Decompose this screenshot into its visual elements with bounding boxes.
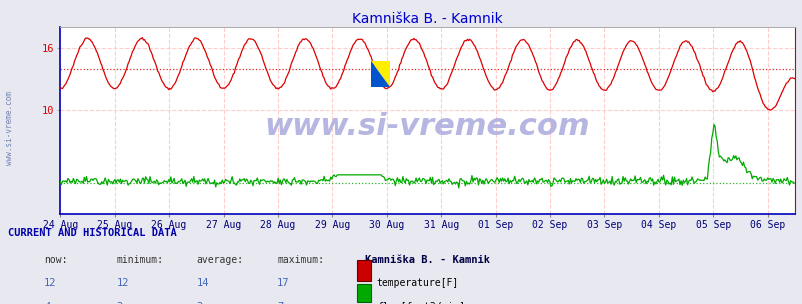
Text: 12: 12 xyxy=(44,278,57,288)
Text: average:: average: xyxy=(196,255,244,265)
Title: Kamniška B. - Kamnik: Kamniška B. - Kamnik xyxy=(352,12,502,26)
Text: www.si-vreme.com: www.si-vreme.com xyxy=(5,91,14,165)
Text: 3: 3 xyxy=(196,302,203,304)
Text: 7: 7 xyxy=(277,302,283,304)
Text: flow[foot3/min]: flow[foot3/min] xyxy=(376,302,464,304)
Text: temperature[F]: temperature[F] xyxy=(376,278,458,288)
Polygon shape xyxy=(371,61,390,87)
Text: maximum:: maximum: xyxy=(277,255,324,265)
Text: minimum:: minimum: xyxy=(116,255,164,265)
Text: www.si-vreme.com: www.si-vreme.com xyxy=(265,112,589,141)
Text: 14: 14 xyxy=(196,278,209,288)
Text: Kamniška B. - Kamnik: Kamniška B. - Kamnik xyxy=(365,255,490,265)
Text: CURRENT AND HISTORICAL DATA: CURRENT AND HISTORICAL DATA xyxy=(8,229,176,238)
Text: 3: 3 xyxy=(116,302,123,304)
Bar xyxy=(357,284,371,302)
Polygon shape xyxy=(371,61,390,87)
Text: 12: 12 xyxy=(116,278,129,288)
Text: 17: 17 xyxy=(277,278,290,288)
Text: 4: 4 xyxy=(44,302,51,304)
Text: now:: now: xyxy=(44,255,67,265)
Bar xyxy=(357,261,371,281)
